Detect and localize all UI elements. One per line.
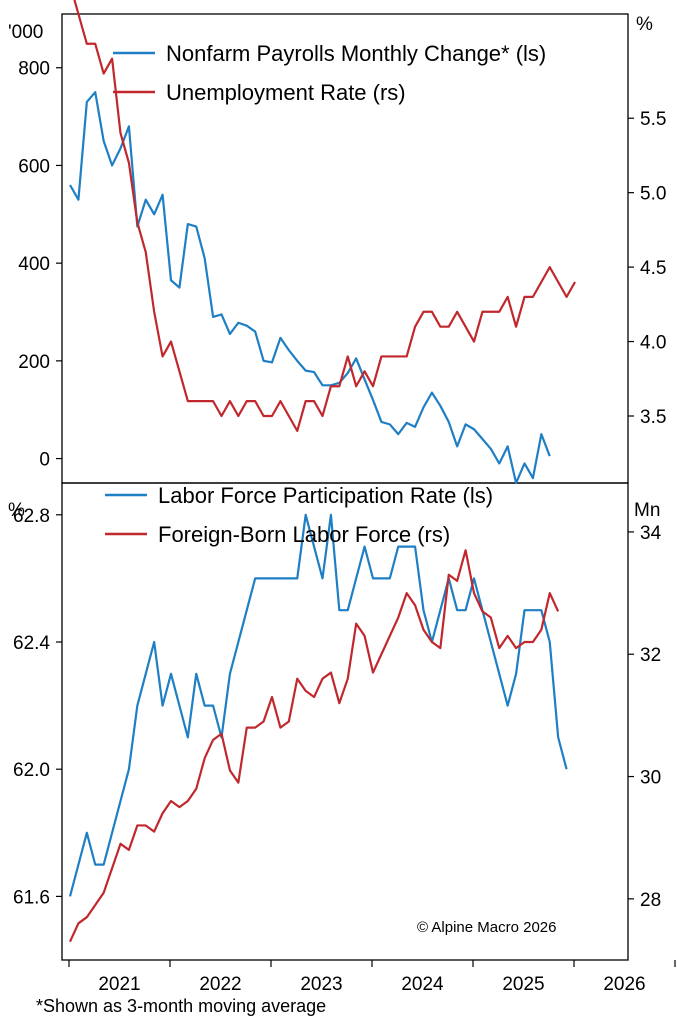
right-tick-label: 34 [640, 523, 662, 544]
top-left-axis: 0 200 400 600 800 [18, 59, 62, 471]
unemployment-line [73, 0, 576, 432]
bottom-legend: Labor Force Participation Rate (ls) Fore… [105, 483, 493, 547]
legend-label-participation: Labor Force Participation Rate (ls) [158, 483, 493, 508]
participation-line [68, 513, 568, 897]
left-tick-label: 62.4 [13, 633, 50, 654]
footnote: *Shown as 3-month moving average [36, 996, 326, 1016]
right-tick-label: 5.5 [640, 109, 666, 130]
left-tick-label: 800 [18, 59, 50, 80]
right-tick-label: 3.5 [640, 407, 666, 428]
x-tick-label: 2021 [98, 974, 140, 995]
right-tick-label: 30 [640, 768, 661, 789]
bottom-panel-frame [61, 482, 629, 961]
bottom-right-unit: Mn [634, 500, 660, 521]
bottom-left-axis: 61.6 62.0 62.4 62.8 [13, 506, 62, 908]
right-tick-label: 5.0 [640, 184, 666, 205]
copyright-note: © Alpine Macro 2026 [417, 919, 556, 936]
left-tick-label: 600 [18, 156, 50, 177]
right-tick-label: 28 [640, 890, 661, 911]
top-legend: Nonfarm Payrolls Monthly Change* (ls) Un… [113, 41, 546, 105]
x-tick-label: 2025 [502, 974, 544, 995]
left-tick-label: 0 [39, 450, 50, 471]
legend-label-payrolls: Nonfarm Payrolls Monthly Change* (ls) [166, 41, 546, 66]
x-tick-label: 2026 [603, 974, 645, 995]
x-axis: 2021 2022 2023 2024 2025 2026 [68, 960, 676, 995]
legend-label-unemployment: Unemployment Rate (rs) [166, 80, 406, 105]
left-tick-label: 400 [18, 254, 50, 275]
right-tick-label: 4.5 [640, 258, 666, 279]
left-tick-label: 61.6 [13, 887, 50, 908]
bottom-left-unit: % [8, 500, 25, 521]
left-tick-label: 200 [18, 352, 50, 373]
left-tick-label: 62.8 [13, 506, 50, 527]
payrolls-line [69, 91, 551, 485]
top-right-axis: 3.5 4.0 4.5 5.0 5.5 [628, 109, 666, 428]
left-tick-label: 62.0 [13, 760, 50, 781]
x-tick-label: 2024 [401, 974, 444, 995]
top-left-unit: '000 [8, 22, 43, 43]
right-tick-label: 4.0 [640, 333, 666, 354]
foreign-born-line [69, 549, 560, 943]
right-tick-label: 32 [640, 645, 661, 666]
legend-label-foreign-born: Foreign-Born Labor Force (rs) [158, 522, 450, 547]
x-tick-label: 2023 [300, 974, 342, 995]
top-right-unit: % [636, 14, 653, 35]
x-tick-label: 2022 [199, 974, 241, 995]
bottom-right-axis: 28 30 32 34 [628, 523, 662, 911]
